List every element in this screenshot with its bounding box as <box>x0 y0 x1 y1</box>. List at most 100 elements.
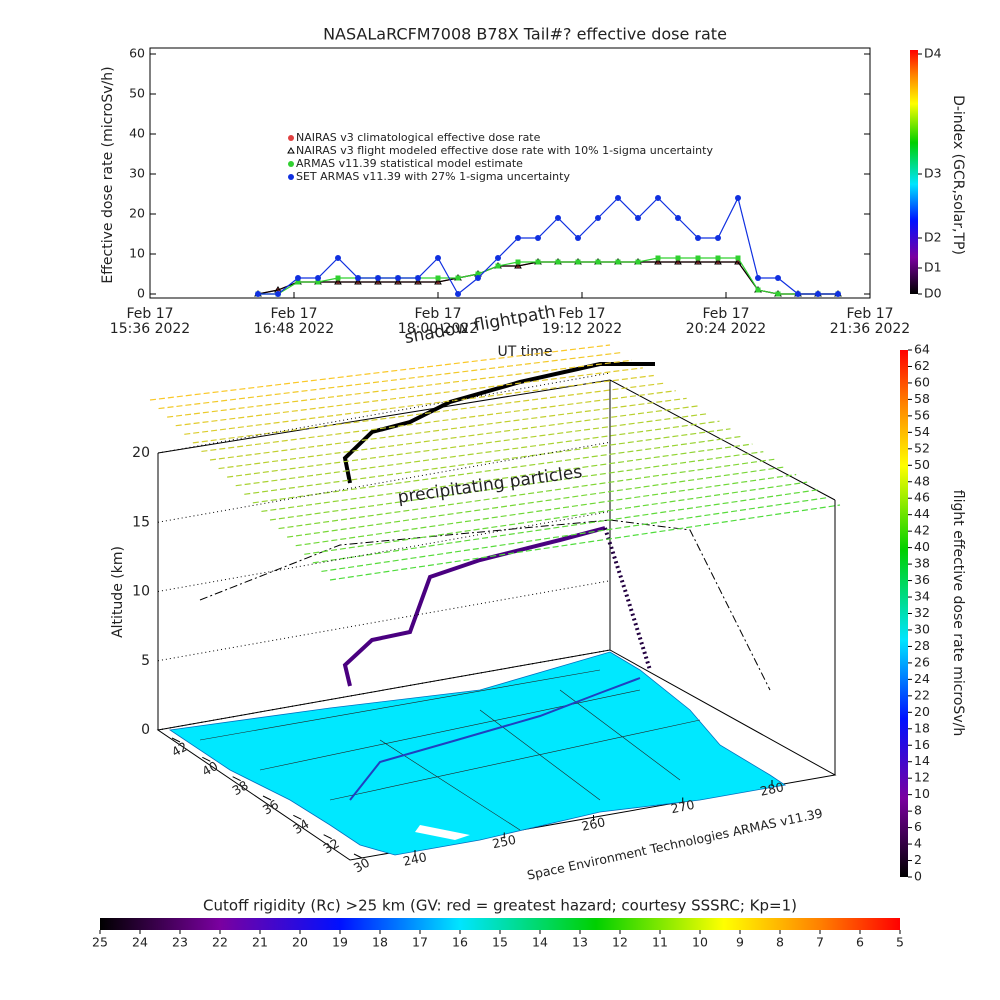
point <box>455 275 461 281</box>
colorbar-tick-label: 7 <box>816 935 824 950</box>
y-tick-label: 0 <box>137 286 145 301</box>
colorbar-tick-label: 24 <box>132 935 148 950</box>
y-tick <box>262 795 272 801</box>
y-tick <box>353 853 363 859</box>
point <box>255 291 261 297</box>
particle-row <box>304 481 808 555</box>
y-tick-label: 10 <box>129 246 145 261</box>
ground-track <box>349 677 641 801</box>
y-tick-label: 42 <box>169 739 190 760</box>
x-tick-label: Feb 17 <box>846 306 893 322</box>
map-hole <box>415 825 470 840</box>
colorbar-title: Cutoff rigidity (Rc) >25 km (GV: red = g… <box>203 897 797 915</box>
colorbar-tick-label: 52 <box>914 440 930 455</box>
legend-label: NAIRAS v3 climatological effective dose … <box>296 131 541 144</box>
colorbar-tick-label: 26 <box>914 654 930 669</box>
legend-label: ARMAS v11.39 statistical model estimate <box>296 157 523 170</box>
point <box>354 278 362 285</box>
point <box>635 215 641 221</box>
colorbar-tick-label: 62 <box>914 358 930 373</box>
point <box>555 215 561 221</box>
point <box>315 279 321 285</box>
colorbar-tick-label: 11 <box>652 935 668 950</box>
point <box>415 275 421 281</box>
y-tick-label: 30 <box>129 166 145 181</box>
point <box>495 263 501 269</box>
colorbar-tick-label: 54 <box>914 424 930 439</box>
point <box>655 195 661 201</box>
z-axis-label: Altitude (km) <box>110 546 126 638</box>
x-tick-label: 250 <box>491 832 518 852</box>
colorbar-tick-label: 38 <box>914 556 930 571</box>
x-tick-label: Feb 17 <box>270 306 317 322</box>
z-tick-label: 10 <box>132 584 150 600</box>
x-tick-label: 240 <box>402 849 429 869</box>
shadow-track <box>199 519 771 691</box>
point <box>434 278 442 285</box>
y2-axis-label: D-index (GCR,solar,TP) <box>950 95 966 255</box>
y-tick-label: 34 <box>290 816 311 837</box>
colorbar-tick-label: 44 <box>914 506 930 521</box>
colorbar-tick-label: 14 <box>914 753 930 768</box>
scene-3d <box>156 362 837 861</box>
z-grid <box>157 580 611 662</box>
z-grid <box>157 649 611 731</box>
y-tick <box>202 756 211 762</box>
x-tick-label: 19:12 2022 <box>542 321 622 337</box>
particle-row <box>149 344 611 401</box>
particle-row <box>295 473 797 547</box>
particle-row <box>201 390 676 453</box>
x-tick-label: 16:48 2022 <box>254 321 334 337</box>
point <box>515 259 521 265</box>
particle-row <box>321 496 830 573</box>
point <box>735 255 741 261</box>
point <box>295 275 301 281</box>
flightpath-descent <box>603 527 652 671</box>
z-grid <box>157 441 611 523</box>
colorbar-tick-label: 0 <box>914 869 922 884</box>
map <box>168 651 787 856</box>
point <box>315 275 321 281</box>
point <box>334 278 342 285</box>
point <box>374 278 382 285</box>
colorbar-tick-label: 20 <box>292 935 308 950</box>
series-line <box>258 196 838 295</box>
point <box>775 291 781 297</box>
particle-row <box>158 352 622 410</box>
point <box>755 287 761 293</box>
point <box>335 255 341 261</box>
particle-row <box>227 412 709 478</box>
colorbar-tick-label: 22 <box>212 935 228 950</box>
point <box>435 255 441 261</box>
point <box>335 275 341 281</box>
point <box>495 255 501 261</box>
y2-tick-label: D4 <box>924 46 942 61</box>
colorbar-tick-label: 18 <box>914 720 930 735</box>
point <box>714 258 722 265</box>
point <box>815 291 821 297</box>
y-tick-label: 38 <box>230 777 251 798</box>
colorbar-tick-label: 48 <box>914 473 930 488</box>
point <box>694 258 702 265</box>
colorbar-tick-label: 42 <box>914 523 930 538</box>
point <box>455 291 461 297</box>
particle-row <box>287 466 786 538</box>
x-tick-label: 270 <box>669 797 696 817</box>
point <box>575 235 581 241</box>
point <box>475 275 481 281</box>
map-borders <box>199 669 701 831</box>
x-tick-label: Feb 17 <box>126 306 173 322</box>
colorbar-tick-label: 12 <box>914 770 930 785</box>
x-tick-label: Feb 17 <box>702 306 749 322</box>
particle-row <box>175 367 643 427</box>
point <box>835 291 841 297</box>
point <box>275 291 281 297</box>
point <box>535 259 541 265</box>
x-tick-label: 21:36 2022 <box>830 321 910 337</box>
colorbar-tick-label: 60 <box>914 374 930 389</box>
colorbar-tick-label: 15 <box>492 935 508 950</box>
point <box>395 275 401 281</box>
particle-row <box>192 382 665 444</box>
flightpath <box>342 526 606 687</box>
point <box>695 255 701 261</box>
